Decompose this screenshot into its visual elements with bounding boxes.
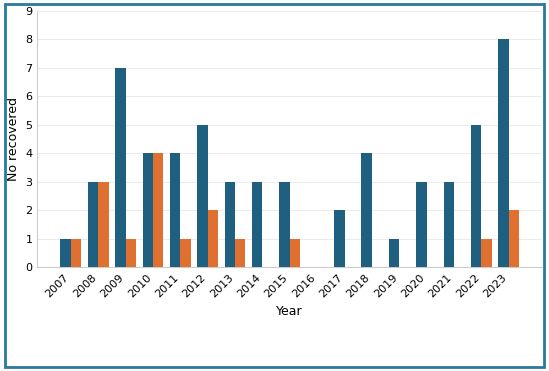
Bar <box>88 182 98 267</box>
Bar <box>98 182 109 267</box>
Bar <box>509 210 519 267</box>
Bar <box>416 182 427 267</box>
Bar <box>235 239 245 267</box>
Bar <box>334 210 345 267</box>
Bar <box>208 210 218 267</box>
Bar <box>153 153 163 267</box>
Bar <box>180 239 191 267</box>
X-axis label: Year: Year <box>277 305 303 318</box>
Bar <box>498 39 509 267</box>
Bar <box>290 239 300 267</box>
Bar <box>143 153 153 267</box>
Bar <box>279 182 290 267</box>
Bar <box>389 239 399 267</box>
Bar <box>71 239 81 267</box>
Bar <box>444 182 454 267</box>
Bar <box>481 239 492 267</box>
Bar <box>126 239 136 267</box>
Bar <box>471 125 481 267</box>
Bar <box>225 182 235 267</box>
Bar <box>60 239 71 267</box>
Bar <box>252 182 262 267</box>
Bar <box>361 153 372 267</box>
Bar <box>197 125 208 267</box>
Y-axis label: No recovered: No recovered <box>7 97 20 181</box>
Bar <box>170 153 180 267</box>
Bar <box>115 68 126 267</box>
